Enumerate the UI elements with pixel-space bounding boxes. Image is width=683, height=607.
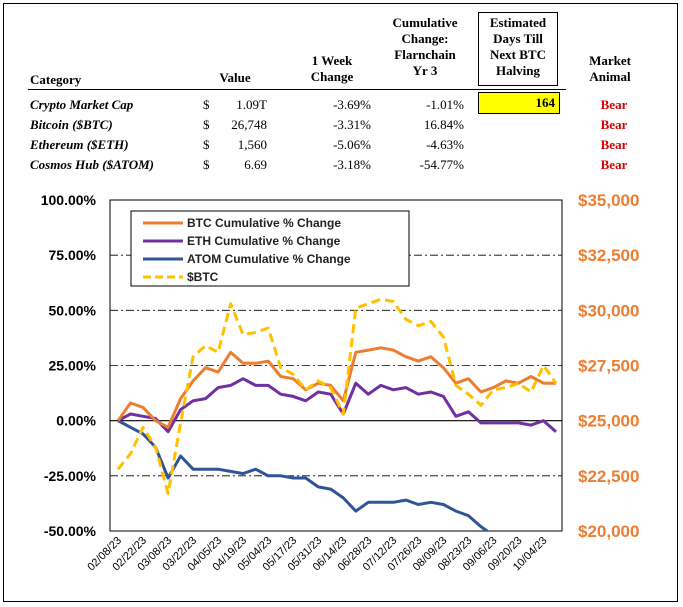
summary-table: Category Value 1 Week Change Cumulative …: [0, 0, 683, 190]
row-week-change: -5.06%: [333, 137, 371, 152]
right-axis-tick-label: $30,000: [578, 301, 639, 320]
row-cumulative: 16.84%: [423, 117, 464, 132]
left-axis-tick-label: 50.00%: [49, 302, 97, 318]
row-cumulative: -54.77%: [419, 157, 464, 172]
header-animal-line1: Market: [589, 53, 631, 68]
row-week-change: -3.69%: [333, 97, 371, 112]
row-value: 6.69: [244, 157, 267, 172]
report-frame: [3, 3, 678, 602]
right-axis-tick-label: $25,000: [578, 412, 639, 431]
left-axis-tick-label: 0.00%: [56, 413, 96, 429]
row-currency: $: [203, 157, 210, 172]
header-cumulative-line4: Yr 3: [412, 63, 438, 78]
halving-header-box: [478, 12, 558, 86]
row-market-animal: Bear: [600, 97, 628, 112]
header-halving-line1: Estimated: [489, 15, 547, 30]
left-axis-tick-label: 25.00%: [49, 358, 97, 374]
header-category: Category: [30, 72, 82, 87]
row-cumulative: -1.01%: [426, 97, 464, 112]
legend-label: BTC Cumulative % Change: [187, 216, 341, 230]
right-axis-tick-label: $20,000: [578, 522, 639, 541]
left-axis-tick-label: 75.00%: [49, 247, 97, 263]
right-axis-tick-label: $27,500: [578, 357, 639, 376]
legend-label: ATOM Cumulative % Change: [187, 252, 351, 266]
row-week-change: -3.31%: [333, 117, 371, 132]
right-axis-tick-label: $35,000: [578, 191, 639, 210]
header-animal-line2: Animal: [589, 69, 631, 84]
row-week-change: -3.18%: [333, 157, 371, 172]
header-market-animal: Market Animal: [575, 53, 645, 85]
row-currency: $: [203, 137, 210, 152]
row-category: Ethereum ($ETH): [30, 137, 129, 152]
row-category: Bitcoin ($BTC): [30, 117, 113, 132]
halving-days-value: 164: [478, 92, 560, 114]
legend-label: $BTC: [187, 270, 219, 284]
row-market-animal: Bear: [600, 137, 628, 152]
row-value: 26,748: [231, 117, 267, 132]
right-axis-tick-label: $22,500: [578, 467, 639, 486]
row-category: Cosmos Hub ($ATOM): [30, 157, 155, 172]
right-axis-tick-label: $32,500: [578, 246, 639, 265]
row-cumulative: -4.63%: [426, 137, 464, 152]
row-currency: $: [203, 117, 210, 132]
series-line-atom-cumulative-change: [117, 419, 490, 531]
left-axis-tick-label: 100.00%: [41, 192, 97, 208]
left-axis-tick-label: -25.00%: [44, 468, 97, 484]
series-line-btc-cumulative-change: [116, 346, 556, 429]
header-halving-line4: Halving: [495, 63, 541, 78]
header-value: Value: [219, 70, 251, 85]
row-value: 1.09T: [236, 97, 267, 112]
legend-label: ETH Cumulative % Change: [187, 234, 341, 248]
header-halving: Estimated Days Till Next BTC Halving: [478, 15, 558, 79]
row-market-animal: Bear: [600, 117, 628, 132]
header-cumulative: Cumulative Change: Flarnchain Yr 3: [380, 15, 470, 79]
header-halving-line2: Days Till: [493, 31, 543, 46]
left-axis-tick-label: -50.00%: [44, 523, 97, 539]
row-currency: $: [203, 97, 210, 112]
header-week-change: 1 Week Change: [292, 53, 372, 85]
header-cumulative-line3: Flarnchain: [394, 47, 456, 62]
header-cumulative-line1: Cumulative: [392, 15, 458, 30]
row-value: 1,560: [237, 137, 267, 152]
row-market-animal: Bear: [600, 157, 628, 172]
header-week-line1: 1 Week: [311, 53, 353, 68]
row-category: Crypto Market Cap: [30, 97, 134, 112]
header-week-line2: Change: [310, 69, 354, 84]
header-halving-line3: Next BTC: [490, 47, 546, 62]
header-cumulative-line2: Change:: [401, 31, 449, 46]
header-underline: [28, 89, 566, 90]
series-line-btc: [116, 297, 558, 495]
